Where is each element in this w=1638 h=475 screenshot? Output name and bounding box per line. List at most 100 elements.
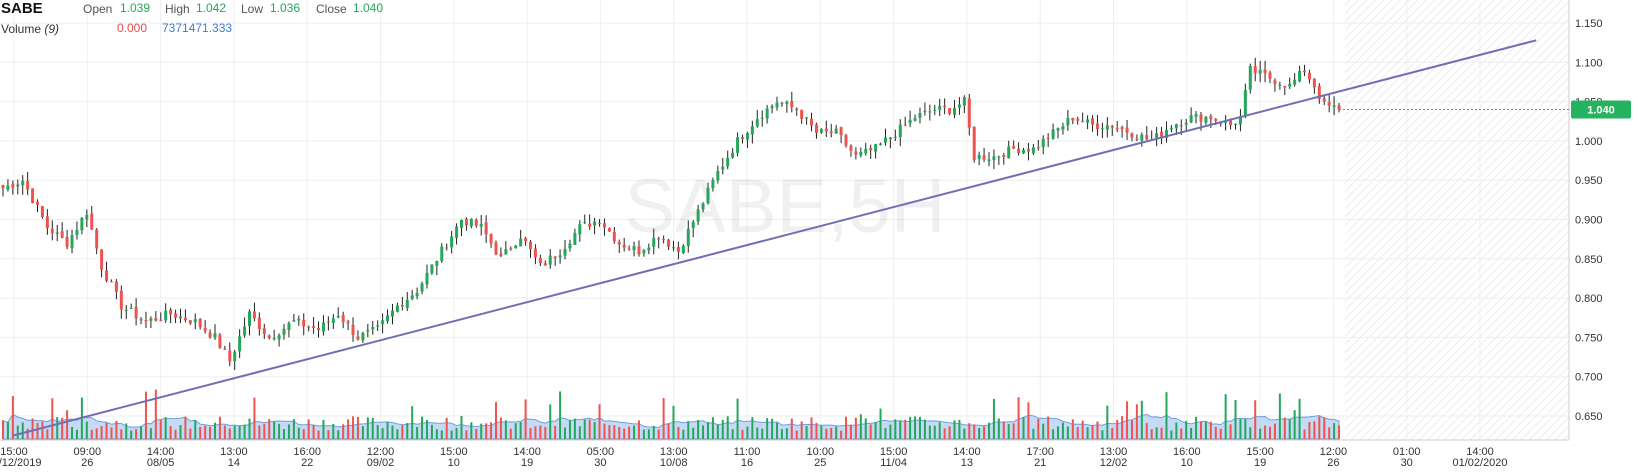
candle[interactable] [716, 171, 720, 181]
candle[interactable] [331, 318, 335, 323]
candle[interactable] [474, 219, 478, 226]
candle[interactable] [519, 238, 523, 247]
candle[interactable] [183, 317, 187, 321]
candle[interactable] [114, 281, 118, 292]
candle[interactable] [455, 226, 459, 238]
candle[interactable] [282, 328, 286, 335]
candle[interactable] [55, 232, 59, 235]
candle[interactable] [972, 126, 976, 160]
candle[interactable] [617, 242, 621, 245]
candle[interactable] [124, 309, 128, 311]
candle[interactable] [1095, 123, 1099, 130]
candle[interactable] [701, 203, 705, 210]
candle[interactable] [898, 124, 902, 138]
candle[interactable] [745, 133, 749, 140]
candle[interactable] [1160, 131, 1164, 137]
candle[interactable] [248, 311, 251, 327]
candle[interactable] [1263, 69, 1267, 74]
candle[interactable] [1253, 65, 1257, 74]
candle[interactable] [1031, 147, 1035, 154]
candle[interactable] [277, 335, 281, 340]
candle[interactable] [711, 180, 715, 189]
candle[interactable] [400, 305, 404, 307]
candle[interactable] [174, 313, 178, 318]
candle[interactable] [736, 137, 740, 153]
candle[interactable] [780, 103, 784, 105]
candle[interactable] [1243, 90, 1247, 117]
candle[interactable] [819, 129, 823, 133]
candle[interactable] [223, 348, 227, 350]
candle[interactable] [696, 209, 700, 222]
candle[interactable] [529, 241, 533, 250]
candle[interactable] [755, 119, 759, 127]
candle[interactable] [681, 245, 685, 253]
candle[interactable] [149, 318, 153, 321]
candle[interactable] [1293, 79, 1297, 85]
candle[interactable] [741, 137, 744, 139]
candle[interactable] [908, 119, 912, 124]
candle[interactable] [1238, 116, 1242, 125]
candle[interactable] [928, 111, 932, 113]
candle[interactable] [810, 118, 814, 126]
candle[interactable] [568, 243, 572, 249]
candle[interactable] [637, 246, 641, 255]
candle[interactable] [381, 320, 385, 325]
candle[interactable] [805, 117, 809, 119]
candle[interactable] [962, 96, 966, 106]
candle[interactable] [800, 109, 804, 119]
candle[interactable] [1179, 125, 1183, 127]
candle[interactable] [1026, 148, 1030, 152]
candle[interactable] [16, 184, 20, 187]
candle[interactable] [351, 324, 355, 335]
candle[interactable] [302, 319, 306, 327]
candle[interactable] [1, 185, 5, 189]
candle[interactable] [213, 333, 217, 338]
candle[interactable] [750, 126, 754, 135]
candle[interactable] [386, 315, 390, 322]
candle[interactable] [938, 105, 942, 110]
candle[interactable] [341, 315, 345, 323]
candle[interactable] [1002, 155, 1006, 158]
candle[interactable] [188, 320, 192, 324]
candle[interactable] [671, 247, 675, 249]
candle[interactable] [992, 156, 996, 160]
candle[interactable] [795, 108, 799, 111]
candle[interactable] [844, 135, 848, 146]
candle[interactable] [1189, 115, 1193, 123]
candle[interactable] [100, 249, 104, 270]
candle[interactable] [1086, 119, 1090, 123]
candle[interactable] [686, 228, 690, 247]
candle[interactable] [80, 217, 84, 231]
candle[interactable] [257, 317, 261, 330]
candle[interactable] [1234, 123, 1237, 125]
candle[interactable] [770, 106, 774, 109]
candle[interactable] [489, 233, 493, 244]
candle[interactable] [632, 246, 636, 251]
candle[interactable] [371, 327, 375, 330]
candle[interactable] [839, 127, 843, 136]
candle[interactable] [312, 326, 316, 329]
candle[interactable] [948, 108, 952, 114]
candle[interactable] [627, 248, 631, 250]
candle[interactable] [1036, 147, 1040, 149]
candle[interactable] [405, 299, 409, 309]
candle[interactable] [1056, 128, 1060, 131]
candle[interactable] [869, 147, 873, 151]
candle[interactable] [129, 307, 133, 309]
candle[interactable] [262, 328, 266, 335]
candle[interactable] [252, 311, 256, 319]
candle[interactable] [1199, 114, 1203, 122]
candle[interactable] [445, 247, 449, 249]
candle[interactable] [1041, 138, 1045, 148]
candle[interactable] [667, 239, 671, 247]
candle[interactable] [893, 137, 897, 139]
candle[interactable] [598, 223, 602, 225]
candle[interactable] [602, 223, 606, 228]
candle[interactable] [484, 222, 488, 235]
candle[interactable] [233, 351, 237, 362]
candle[interactable] [26, 180, 30, 190]
candle[interactable] [514, 245, 518, 249]
candle[interactable] [1273, 80, 1277, 84]
candle[interactable] [977, 154, 981, 160]
candle[interactable] [479, 223, 483, 227]
